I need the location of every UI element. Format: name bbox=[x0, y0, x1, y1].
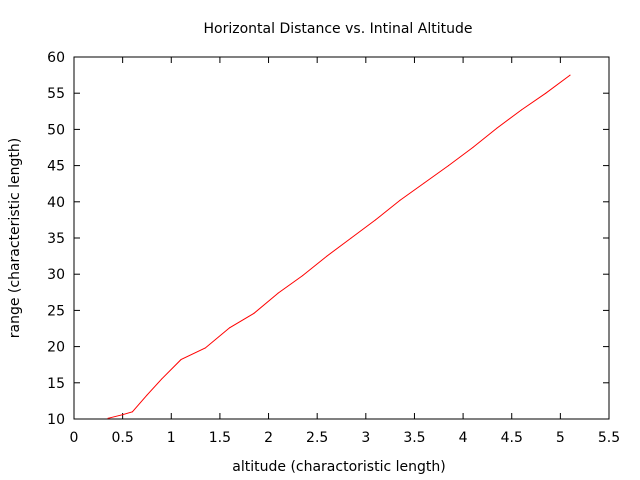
y-tick-label: 50 bbox=[47, 122, 65, 138]
data-point bbox=[326, 255, 328, 257]
y-tick-label: 10 bbox=[47, 412, 65, 428]
x-tick-label: 1.5 bbox=[209, 430, 231, 446]
data-point bbox=[569, 74, 571, 76]
x-tick-label: 0.5 bbox=[112, 430, 134, 446]
x-tick-label: 5 bbox=[556, 430, 565, 446]
x-tick-label: 4.5 bbox=[501, 430, 523, 446]
y-tick-label: 35 bbox=[47, 231, 65, 247]
chart-title: Horizontal Distance vs. Intinal Altitude bbox=[204, 21, 473, 37]
x-tick-label: 2 bbox=[264, 430, 273, 446]
x-tick-label: 2.5 bbox=[306, 430, 328, 446]
y-tick-label: 60 bbox=[47, 50, 65, 66]
data-point bbox=[399, 199, 401, 201]
y-axis-label: range (characteristic length) bbox=[7, 138, 23, 338]
data-point bbox=[277, 292, 279, 294]
data-point bbox=[350, 237, 352, 239]
data-point bbox=[520, 109, 522, 111]
x-tick-label: 0 bbox=[70, 430, 79, 446]
y-tick-label: 15 bbox=[47, 376, 65, 392]
data-point bbox=[204, 347, 206, 349]
data-point bbox=[448, 165, 449, 167]
series-line bbox=[107, 74, 571, 419]
data-point bbox=[423, 182, 425, 184]
y-tick-label: 40 bbox=[47, 195, 65, 211]
x-tick-label: 3.5 bbox=[403, 430, 425, 446]
data-point bbox=[302, 275, 304, 277]
x-tick-label: 5.5 bbox=[598, 430, 620, 446]
data-point bbox=[229, 327, 231, 329]
y-tick-label: 25 bbox=[47, 303, 65, 319]
data-point bbox=[131, 411, 133, 413]
data-point bbox=[545, 92, 547, 94]
x-tick-label: 3 bbox=[361, 430, 370, 446]
data-point bbox=[472, 147, 474, 148]
data-point bbox=[180, 359, 182, 361]
data-point bbox=[161, 378, 163, 380]
y-tick-label: 20 bbox=[47, 340, 65, 356]
data-point bbox=[253, 312, 255, 314]
data-point bbox=[496, 127, 498, 129]
x-tick-label: 1 bbox=[167, 430, 176, 446]
data-point bbox=[375, 219, 377, 221]
y-tick-label: 55 bbox=[47, 86, 65, 102]
y-tick-label: 30 bbox=[47, 267, 65, 283]
x-tick-label: 4 bbox=[459, 430, 468, 446]
data-point bbox=[122, 414, 124, 416]
data-point bbox=[107, 417, 109, 419]
x-axis-label: altitude (charactoristic length) bbox=[232, 459, 445, 475]
data-point bbox=[146, 394, 148, 396]
y-tick-label: 45 bbox=[47, 159, 65, 175]
